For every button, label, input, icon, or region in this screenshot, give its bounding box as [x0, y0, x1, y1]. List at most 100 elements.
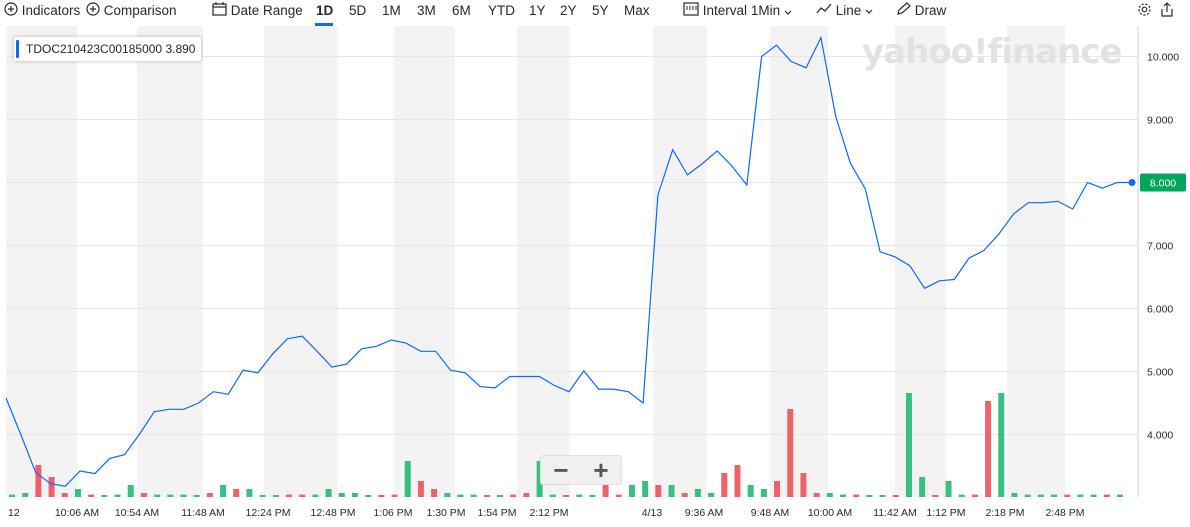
volume-bar — [101, 495, 108, 497]
x-tick-label: 1:06 PM — [373, 507, 412, 519]
interval-dropdown[interactable]: Interval 1Min — [683, 2, 792, 20]
zoom-in-button[interactable]: + — [593, 455, 609, 485]
volume-bar — [167, 494, 174, 497]
volume-bar — [655, 485, 662, 497]
volume-bar — [642, 481, 649, 497]
pencil-icon — [896, 2, 911, 21]
zoom-controls: − + — [540, 455, 622, 485]
date-range-button[interactable]: Date Range — [212, 2, 303, 20]
volume-bar — [1077, 494, 1084, 497]
volume-bar — [826, 493, 833, 497]
volume-bar — [589, 495, 596, 497]
volume-bar — [919, 477, 926, 497]
indicators-label: Indicators — [21, 3, 81, 19]
range-button-5y[interactable]: 5Y — [592, 3, 609, 18]
share-button[interactable] — [1160, 2, 1174, 20]
volume-bar — [365, 495, 372, 497]
range-button-ytd[interactable]: YTD — [488, 3, 515, 18]
plus-circle-icon — [86, 2, 100, 21]
x-axis: 12 10:06 AM 10:54 AM 11:48 AM 12:24 PM 12:48 … — [8, 507, 1085, 519]
range-button-6m[interactable]: 6M — [452, 3, 471, 18]
range-button-1y[interactable]: 1Y — [529, 3, 546, 18]
interval-value: 1Min — [750, 3, 781, 19]
volume-bar — [892, 495, 899, 497]
volume-bar — [351, 493, 358, 497]
volume-bar — [536, 461, 543, 497]
volume-bar — [800, 473, 807, 497]
session-bands — [6, 26, 1065, 497]
y-tick-label: 5.000 — [1147, 367, 1173, 379]
volume-bar — [9, 494, 15, 497]
volume-bar — [193, 495, 200, 497]
volume-bar — [444, 493, 451, 497]
comparison-button[interactable]: Comparison — [86, 2, 177, 20]
active-range-indicator — [315, 23, 333, 26]
volume-bar — [1037, 494, 1044, 497]
date-range-label: Date Range — [230, 3, 303, 19]
x-tick-label: 1:12 PM — [926, 507, 965, 519]
range-button-2y[interactable]: 2Y — [560, 3, 577, 18]
gridlines — [6, 56, 1138, 435]
volume-bar — [628, 485, 635, 497]
volume-bar — [1064, 494, 1071, 497]
last-value-label: 8.000 — [1150, 178, 1176, 190]
volume-bar — [853, 494, 860, 497]
indicators-button[interactable]: Indicators — [4, 2, 80, 20]
range-button-1d[interactable]: 1D — [316, 3, 334, 18]
range-button-max[interactable]: Max — [624, 3, 650, 18]
y-tick-label: 4.000 — [1147, 430, 1173, 442]
range-button-1m[interactable]: 1M — [382, 3, 401, 18]
volume-bar — [259, 495, 266, 497]
volume-bar — [998, 393, 1005, 497]
x-tick-label: 9:36 AM — [685, 507, 724, 519]
zoom-out-button[interactable]: − — [553, 455, 569, 485]
volume-bar — [35, 465, 42, 497]
x-tick-label: 10:54 AM — [115, 507, 159, 519]
x-tick-label: 9:48 AM — [751, 507, 790, 519]
volume-bar — [905, 393, 912, 497]
x-tick-label: 2:18 PM — [985, 507, 1024, 519]
volume-bar — [61, 493, 68, 497]
volume-bar — [246, 489, 253, 497]
volume-bar — [417, 481, 424, 497]
volume-bar — [1103, 494, 1110, 497]
volume-bar — [958, 494, 965, 497]
volume-bar — [497, 495, 504, 497]
price-line — [5, 35, 1132, 487]
volume-bar — [286, 494, 292, 497]
chart-type-dropdown[interactable]: Line — [816, 2, 873, 20]
volume-bar — [431, 489, 438, 497]
last-value-marker: 8.000 — [1128, 173, 1186, 192]
y-tick-label: 9.000 — [1147, 115, 1173, 127]
volume-bar — [668, 485, 675, 497]
volume-bar — [813, 493, 820, 497]
volume-bar — [840, 494, 846, 497]
volume-bar — [510, 494, 517, 497]
range-button-5d[interactable]: 5D — [349, 3, 367, 18]
volume-bar — [1051, 494, 1058, 497]
volume-bar — [140, 493, 147, 497]
tooltip-value: 3.890 — [165, 42, 196, 56]
y-tick-label: 10.000 — [1147, 52, 1179, 64]
x-tick-label: 10:00 AM — [808, 507, 852, 519]
plus-circle-icon — [4, 2, 18, 21]
settings-button[interactable] — [1137, 2, 1152, 20]
session-band — [1007, 26, 1065, 497]
volume-bar — [88, 494, 95, 497]
draw-button[interactable]: Draw — [896, 2, 946, 20]
x-tick-label: 11:42 AM — [873, 507, 917, 519]
volume-bar — [945, 481, 952, 497]
x-tick-label: 12 — [8, 507, 20, 519]
calendar-icon — [212, 2, 227, 21]
volume-bar — [180, 494, 187, 497]
volume-bar — [721, 473, 728, 497]
volume-bar — [787, 409, 794, 497]
volume-bar — [114, 494, 121, 497]
volume-bar — [774, 481, 781, 497]
session-band — [6, 26, 77, 497]
volume-bar — [483, 495, 490, 497]
volume-bar — [378, 495, 385, 497]
range-button-3m[interactable]: 3M — [417, 3, 436, 18]
draw-label: Draw — [914, 3, 947, 19]
